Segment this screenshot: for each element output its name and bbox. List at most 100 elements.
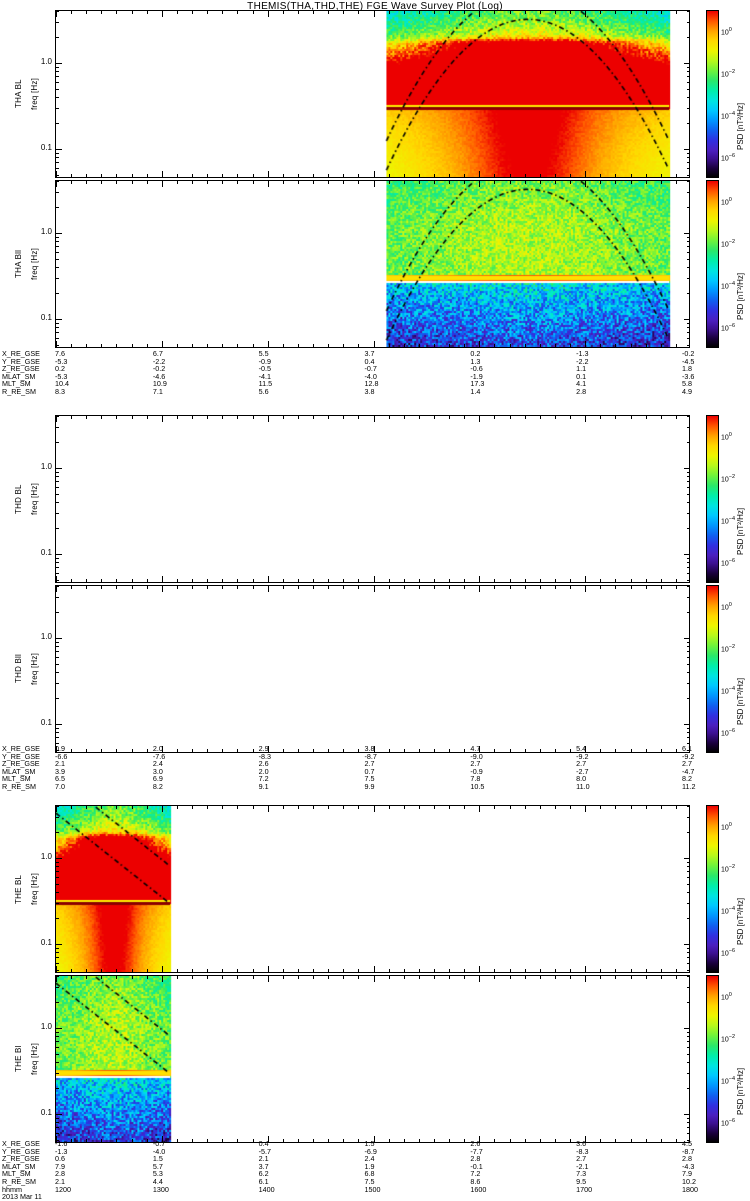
tick-mark xyxy=(600,806,601,809)
annotation-value: 6.1 xyxy=(258,1177,269,1186)
tick-mark xyxy=(615,416,616,419)
tick-mark xyxy=(615,969,616,972)
annotation-value: -9.0 xyxy=(470,751,483,761)
tick-mark xyxy=(676,181,677,184)
spectrogram-panel-1[interactable] xyxy=(55,180,690,348)
tick-mark xyxy=(687,97,689,98)
tick-mark xyxy=(374,806,375,812)
tick-mark xyxy=(389,1139,390,1142)
tick-mark xyxy=(585,1136,586,1142)
tick-mark xyxy=(687,612,689,613)
colorbar-1 xyxy=(706,180,719,348)
tick-mark xyxy=(56,970,59,971)
tick-mark xyxy=(56,327,59,328)
annotation-row-label: hhmm xyxy=(2,1184,22,1194)
annotation-value: 7.8 xyxy=(470,774,481,784)
tick-mark xyxy=(687,1133,689,1134)
tick-mark xyxy=(540,579,541,582)
tick-mark xyxy=(631,181,632,184)
tick-mark xyxy=(600,181,601,184)
spectrogram-panel-3[interactable] xyxy=(55,585,690,753)
annotation-value: 4.1 xyxy=(576,379,587,389)
annotation-value: -0.2 xyxy=(152,364,166,374)
tick-mark xyxy=(253,1139,254,1142)
tick-mark xyxy=(687,1002,689,1003)
spectrogram-panel-2[interactable] xyxy=(55,415,690,583)
tick-mark xyxy=(434,11,435,14)
tick-mark xyxy=(298,976,299,979)
tick-mark xyxy=(86,579,87,582)
tick-mark xyxy=(56,1122,59,1123)
tick-mark xyxy=(56,683,59,684)
tick-mark xyxy=(510,806,511,809)
tick-mark xyxy=(313,416,314,419)
tick-mark xyxy=(132,976,133,979)
tick-mark xyxy=(237,416,238,419)
tick-mark xyxy=(687,1062,689,1063)
tick-mark xyxy=(687,1054,689,1055)
tick-mark xyxy=(56,806,59,807)
tick-mark xyxy=(646,586,647,589)
tick-mark xyxy=(56,67,59,68)
tick-mark xyxy=(177,969,178,972)
annotation-value: 1500 xyxy=(364,1184,381,1194)
annotation-row-label: Z_RE_GSE xyxy=(2,1154,40,1164)
tick-mark xyxy=(687,502,689,503)
annotation-value: -1.6 xyxy=(55,1139,68,1148)
tick-mark xyxy=(687,871,689,872)
tick-mark xyxy=(177,586,178,589)
spectrogram-panel-0[interactable] xyxy=(55,10,690,178)
tick-mark xyxy=(86,416,87,419)
colorbar-tick-label: 10−6 xyxy=(721,1118,736,1128)
tick-mark xyxy=(253,969,254,972)
tick-mark xyxy=(147,969,148,972)
tick-mark xyxy=(328,344,329,347)
tick-mark xyxy=(56,246,59,247)
tick-mark xyxy=(585,576,586,582)
tick-mark xyxy=(525,416,526,419)
tick-mark xyxy=(101,416,102,419)
tick-mark xyxy=(358,749,359,752)
tick-mark xyxy=(56,642,59,643)
tick-mark xyxy=(434,586,435,589)
annotation-value: 2.4 xyxy=(364,1154,375,1164)
annotation-value: 7.3 xyxy=(576,1169,587,1179)
tick-mark xyxy=(358,969,359,972)
tick-mark xyxy=(419,976,420,979)
tick-mark xyxy=(222,976,223,979)
y-tick-label: 1.0 xyxy=(40,1021,52,1031)
tick-mark xyxy=(570,579,571,582)
tick-mark xyxy=(56,1036,59,1037)
tick-mark xyxy=(313,586,314,589)
tick-mark xyxy=(283,806,284,809)
tick-mark xyxy=(661,969,662,972)
annotation-value: 7.2 xyxy=(470,1169,481,1179)
annotation-value: -0.6 xyxy=(470,364,483,374)
tick-mark xyxy=(687,597,689,598)
tick-mark xyxy=(86,11,87,14)
tick-mark xyxy=(676,344,677,347)
tick-mark xyxy=(56,877,59,878)
tick-mark xyxy=(464,1139,465,1142)
tick-mark xyxy=(56,472,59,473)
tick-mark xyxy=(661,416,662,419)
tick-mark xyxy=(116,181,117,184)
tick-mark xyxy=(222,174,223,177)
tick-mark xyxy=(343,969,344,972)
tick-mark xyxy=(56,278,59,279)
tick-mark xyxy=(494,806,495,809)
tick-mark xyxy=(510,1139,511,1142)
tick-mark xyxy=(132,586,133,589)
tick-mark xyxy=(116,416,117,419)
colorbar-label: PSD [nT²/Hz] xyxy=(736,507,745,555)
y-tick-label: 0.1 xyxy=(40,143,52,153)
tick-mark xyxy=(56,82,59,83)
spectrogram-panel-5[interactable] xyxy=(55,975,690,1143)
annotation-value: -8.3 xyxy=(576,1146,589,1156)
tick-mark xyxy=(56,597,59,598)
tick-mark xyxy=(56,952,59,953)
tick-mark xyxy=(71,344,72,347)
spectrogram-panel-4[interactable] xyxy=(55,805,690,973)
colorbar-4 xyxy=(706,805,719,973)
annotation-value: 0.4 xyxy=(364,356,375,366)
